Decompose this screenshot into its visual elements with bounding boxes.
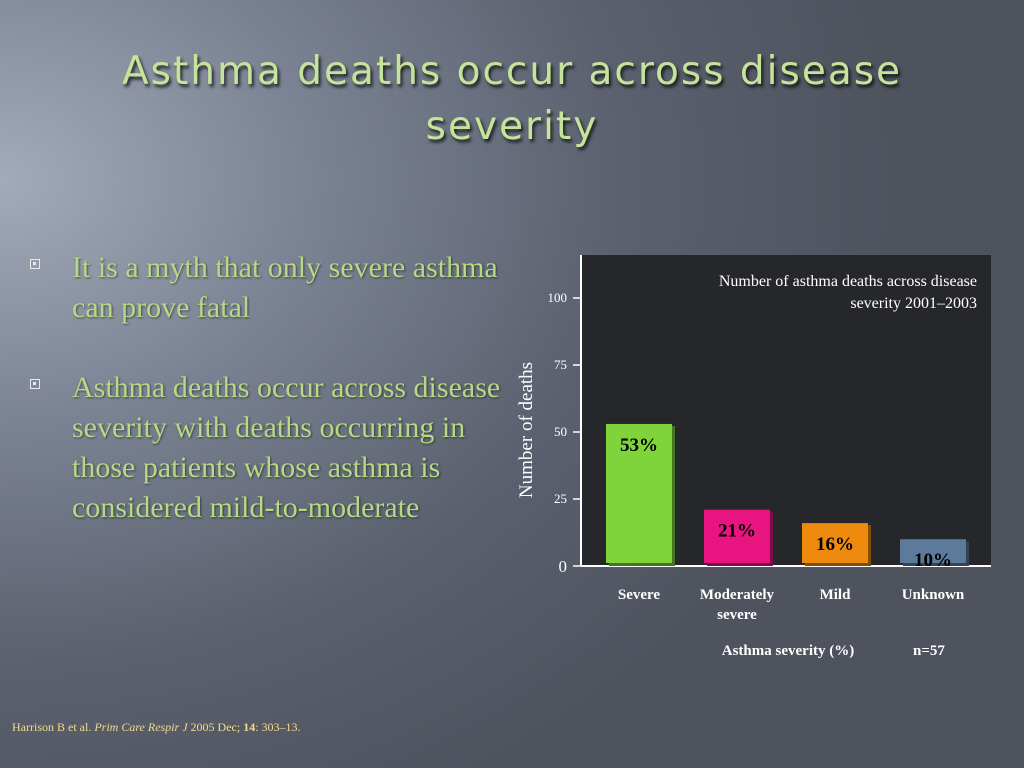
- slide-title: Asthma deaths occur across disease sever…: [121, 49, 903, 149]
- square-bullet-icon: [30, 259, 40, 269]
- bar: [900, 539, 966, 563]
- citation: Harrison B et al. Prim Care Respir J 200…: [12, 720, 301, 735]
- bullet-text: Asthma deaths occur across disease sever…: [72, 371, 501, 524]
- x-tick-label: Mild: [820, 587, 851, 603]
- x-tick-label: Unknown: [902, 587, 965, 603]
- citation-authors: Harrison B et al.: [12, 720, 92, 734]
- citation-volume: 14: [243, 720, 256, 734]
- bar: [802, 523, 868, 563]
- bar-value-label: 21%: [718, 521, 756, 542]
- bar-value-label: 53%: [620, 435, 658, 456]
- bar: [606, 423, 672, 563]
- bullet-item: Asthma deaths occur across disease sever…: [30, 368, 508, 528]
- bullet-text: It is a myth that only severe asthma can…: [72, 251, 498, 324]
- y-tick-label: 50: [554, 424, 567, 439]
- y-tick-label: 0: [559, 557, 568, 576]
- x-tick-label: Severe: [618, 587, 661, 603]
- bar: [704, 509, 770, 563]
- citation-journal: Prim Care Respir J: [94, 720, 188, 734]
- bar-value-label: 16%: [816, 534, 854, 555]
- bullet-list: It is a myth that only severe asthma can…: [30, 248, 508, 568]
- x-axis-label: Asthma severity (%): [722, 643, 854, 659]
- bullet-item: It is a myth that only severe asthma can…: [30, 248, 508, 328]
- bar-chart: 0 25 50 75 100 Number of deaths Number of asth…: [516, 255, 991, 659]
- y-tick-label: 25: [554, 491, 567, 506]
- x-tick-label: Moderately severe: [700, 587, 775, 623]
- chart-title: Number of asthma deaths across disease se…: [719, 273, 977, 312]
- y-tick-label: 75: [554, 357, 567, 372]
- sample-size-label: n=57: [913, 643, 945, 659]
- y-axis-label: Number of deaths: [516, 362, 537, 498]
- bar-value-label: 10%: [914, 550, 952, 571]
- citation-date: 2005 Dec;: [190, 720, 241, 734]
- citation-pages: : 303–13.: [255, 720, 301, 734]
- y-tick-label: 100: [548, 290, 568, 305]
- square-bullet-icon: [30, 379, 40, 389]
